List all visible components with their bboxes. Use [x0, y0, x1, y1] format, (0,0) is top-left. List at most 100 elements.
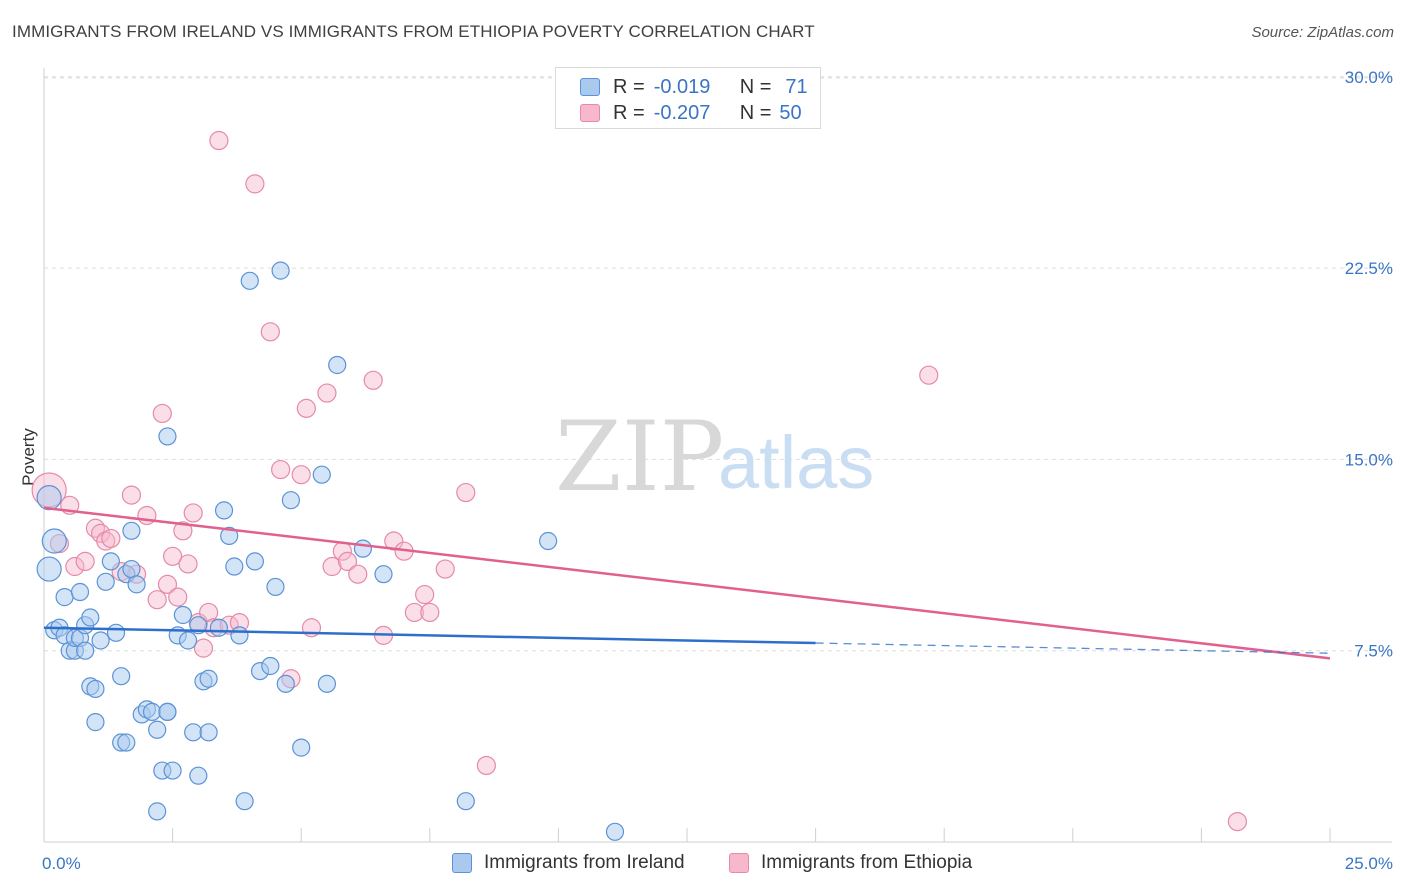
ireland-point	[225, 557, 244, 576]
ireland-point	[36, 556, 62, 582]
ireland-trend-line	[43, 626, 816, 645]
ireland-swatch-icon	[580, 78, 600, 96]
ethiopia-point	[317, 383, 337, 403]
ethiopia-point	[456, 482, 476, 503]
ethiopia-point	[65, 556, 85, 577]
x-tick-label-min: 0.0%	[42, 854, 81, 873]
ireland-point	[91, 631, 110, 650]
ireland-point	[76, 641, 95, 660]
ethiopia-point	[199, 602, 219, 623]
ethiopia-point	[245, 174, 265, 194]
watermark-zip: ZIP	[555, 401, 724, 513]
x-tick-label-max: 25.0%	[1345, 854, 1393, 873]
y-tick-label: 30.0%	[1345, 68, 1393, 87]
ireland-point	[142, 702, 162, 722]
y-tick-label: 22.5%	[1345, 259, 1393, 278]
r-value: -0.019	[653, 75, 711, 98]
ireland-point	[148, 720, 167, 739]
ireland-point	[163, 761, 182, 780]
ireland-point	[539, 531, 558, 551]
legend-label: Immigrants from Ireland	[484, 852, 685, 873]
ireland-point	[605, 822, 625, 841]
ireland-point	[55, 588, 74, 607]
ireland-point	[178, 631, 198, 650]
watermark-atlas: atlas	[718, 421, 874, 504]
watermark: ZIP atlas	[555, 401, 874, 513]
ireland-point	[122, 559, 141, 579]
ireland-point	[158, 427, 177, 446]
ireland-point	[106, 623, 126, 642]
ethiopia-point	[260, 322, 280, 342]
chart-title: IMMIGRANTS FROM IRELAND VS IMMIGRANTS FR…	[12, 22, 815, 41]
trend-lines	[43, 506, 1331, 660]
ireland-point	[353, 539, 373, 558]
ethiopia-point	[85, 518, 106, 538]
ireland-point	[36, 485, 62, 511]
ireland-point	[276, 674, 295, 693]
stats-row-ireland: R = -0.019 N = 71	[580, 75, 808, 99]
ethiopia-swatch-icon	[580, 104, 600, 122]
ethiopia-point	[121, 485, 142, 505]
ireland-point	[122, 521, 141, 540]
r-label: R =	[613, 75, 645, 98]
y-tick-label: 7.5%	[1354, 642, 1393, 661]
ethiopia-point	[435, 559, 455, 579]
ireland-legend-swatch-icon	[452, 853, 472, 873]
ireland-point	[86, 679, 105, 699]
series-ireland-points	[36, 261, 625, 841]
y-axis-label: Poverty	[19, 428, 38, 486]
ireland-point	[245, 552, 265, 571]
ethiopia-point	[178, 554, 198, 574]
ireland-point	[271, 261, 290, 280]
ethiopia-point	[420, 602, 440, 623]
ireland-point	[86, 713, 105, 732]
ireland-point	[235, 792, 254, 811]
ireland-point	[112, 667, 131, 686]
ethiopia-point	[209, 130, 229, 151]
ethiopia-point	[163, 546, 183, 566]
ethiopia-point	[919, 365, 939, 385]
ethiopia-point	[157, 574, 178, 594]
n-label: N =	[739, 75, 772, 98]
ireland-point	[220, 526, 239, 546]
ireland-point	[148, 802, 167, 821]
ireland-point	[127, 575, 146, 594]
ethiopia-point	[152, 403, 172, 424]
y-tick-labels: 7.5% 15.0% 22.5% 30.0%	[1345, 68, 1393, 661]
ethiopia-point	[476, 755, 496, 776]
r-label: R =	[613, 101, 645, 124]
ireland-point	[328, 355, 347, 375]
ireland-point	[209, 618, 228, 637]
ethiopia-point	[168, 587, 188, 607]
ireland-point	[230, 626, 249, 645]
axes	[43, 68, 1392, 843]
n-value: 71	[785, 75, 808, 98]
ethiopia-point	[147, 590, 167, 610]
ethiopia-point	[348, 564, 368, 584]
legend-item-ireland: Immigrants from Ireland	[452, 852, 685, 874]
ireland-point	[292, 738, 311, 757]
ethiopia-point	[173, 521, 193, 541]
ireland-point	[81, 608, 100, 627]
ethiopia-point	[291, 465, 311, 485]
ireland-point	[70, 582, 90, 602]
ireland-point	[189, 616, 208, 635]
stats-row-ethiopia: R = -0.207 N = 50	[580, 101, 802, 125]
ethiopia-point	[193, 638, 214, 658]
r-value: -0.207	[653, 101, 711, 124]
stats-box: R = -0.019 N = 71 R = -0.207 N = 50	[555, 67, 821, 129]
ireland-point	[312, 465, 331, 484]
ethiopia-point	[404, 602, 424, 623]
ireland-point	[158, 702, 177, 722]
ethiopia-point	[96, 531, 116, 551]
y-tick-label: 15.0%	[1345, 450, 1393, 469]
ireland-point	[41, 528, 67, 554]
x-tick-labels: 0.0% 25.0%	[42, 854, 1393, 873]
source-label: Source: ZipAtlas.com	[1251, 24, 1394, 41]
ireland-point	[189, 766, 208, 785]
ethiopia-point	[75, 551, 95, 572]
n-value: 50	[779, 101, 802, 124]
ireland-point	[101, 552, 120, 571]
legend-item-ethiopia: Immigrants from Ethiopia	[729, 852, 972, 874]
